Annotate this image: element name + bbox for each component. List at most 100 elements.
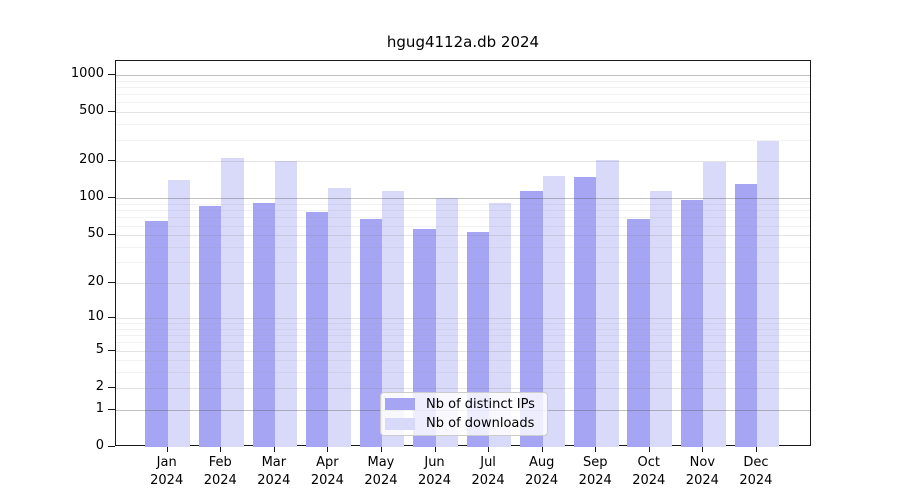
- x-tick-label-may: May 2024: [346, 454, 416, 490]
- x-tick-label-jun: Jun 2024: [400, 454, 470, 490]
- y-tick-label-20: 20: [87, 274, 104, 290]
- x-tick-label-sep: Sep 2024: [560, 454, 630, 490]
- bar-downloads-feb: [221, 157, 244, 447]
- gridline-100: [116, 198, 810, 200]
- legend-item-distinct-ips: Nb of distinct IPs: [385, 396, 541, 413]
- month-label: Jun: [424, 455, 445, 470]
- gridline-20: [116, 283, 810, 285]
- chart-title: hgug4112a.db 2024: [386, 33, 540, 51]
- year-label: 2024: [203, 473, 237, 488]
- month-label: Dec: [743, 455, 769, 470]
- y-tick-label-1: 1: [95, 400, 104, 416]
- gridline-300: [116, 139, 810, 141]
- gridline-7: [116, 335, 810, 337]
- x-tick-label-aug: Aug 2024: [507, 454, 577, 490]
- month-label: Jul: [480, 455, 496, 470]
- gridlines-layer: [116, 61, 810, 445]
- bar-ips-dec: [734, 184, 757, 447]
- gridline-40: [116, 247, 810, 248]
- y-tick-mark-2: [108, 386, 115, 388]
- y-tick-mark-20: [108, 282, 115, 284]
- legend-label-downloads: Nb of downloads: [426, 416, 535, 432]
- x-tick-mark-jan: [166, 446, 168, 452]
- year-label: 2024: [471, 473, 505, 488]
- x-tick-mark-oct: [648, 446, 650, 452]
- month-label: Jan: [156, 455, 177, 470]
- x-tick-mark-may: [380, 446, 382, 452]
- month-label: Sep: [582, 455, 608, 470]
- x-tick-mark-jul: [488, 446, 490, 452]
- bar-ips-oct: [627, 218, 650, 447]
- month-label: May: [367, 455, 395, 470]
- legend-swatch-downloads: [385, 417, 415, 430]
- gridline-3: [116, 372, 810, 374]
- bar-ips-mar: [252, 203, 275, 447]
- gridline-90: [116, 204, 810, 206]
- plot-area: Nb of distinct IPs Nb of downloads: [115, 60, 811, 447]
- gridline-60: [116, 225, 810, 227]
- y-tick-label-0: 0: [95, 438, 104, 453]
- bar-downloads-sep: [596, 160, 619, 447]
- year-label: 2024: [578, 473, 612, 488]
- y-tick-mark-1000: [108, 73, 115, 75]
- y-tick-mark-50: [108, 234, 115, 236]
- gridline-200: [116, 161, 810, 163]
- month-label: Mar: [261, 455, 287, 470]
- x-tick-mark-nov: [702, 446, 704, 452]
- y-tick-mark-100: [108, 197, 115, 199]
- legend-item-downloads: Nb of downloads: [385, 416, 541, 433]
- y-tick-mark-5: [108, 349, 115, 351]
- gridline-600: [116, 102, 810, 104]
- gridline-80: [116, 210, 810, 212]
- bar-ips-sep: [573, 177, 597, 447]
- y-tick-mark-200: [108, 160, 115, 162]
- x-tick-mark-mar: [273, 446, 275, 452]
- x-tick-label-apr: Apr 2024: [292, 454, 362, 490]
- gridline-700: [116, 94, 810, 96]
- x-tick-label-oct: Oct 2024: [614, 454, 684, 490]
- bar-ips-aug: [520, 191, 543, 447]
- bar-downloads-jan: [167, 180, 190, 447]
- y-tick-mark-10: [108, 316, 115, 318]
- year-label: 2024: [257, 473, 291, 488]
- gridline-9: [116, 323, 810, 324]
- gridline-1000: [116, 74, 810, 76]
- month-label: Aug: [528, 455, 555, 470]
- bar-downloads-may: [381, 191, 405, 447]
- x-tick-mark-dec: [755, 446, 757, 452]
- x-tick-mark-feb: [220, 446, 222, 452]
- x-tick-label-jan: Jan 2024: [132, 454, 202, 490]
- y-tick-label-2: 2: [95, 378, 104, 394]
- month-label: Feb: [208, 455, 232, 470]
- gridline-8: [116, 328, 810, 330]
- x-tick-label-jul: Jul 2024: [453, 454, 523, 490]
- bar-downloads-oct: [649, 191, 673, 447]
- y-tick-label-1000: 1000: [70, 65, 104, 81]
- year-label: 2024: [417, 473, 452, 488]
- legend: Nb of distinct IPs Nb of downloads: [380, 392, 548, 436]
- x-tick-mark-apr: [327, 446, 329, 452]
- year-label: 2024: [525, 473, 559, 488]
- bar-ips-feb: [198, 206, 222, 447]
- gridline-500: [116, 112, 810, 114]
- bar-ips-may: [359, 218, 382, 447]
- y-tick-label-50: 50: [87, 226, 104, 242]
- bar-downloads-dec: [756, 141, 780, 447]
- x-tick-label-feb: Feb 2024: [185, 454, 255, 490]
- year-label: 2024: [310, 473, 344, 488]
- legend-swatch-distinct-ips: [385, 398, 415, 411]
- gridline-400: [116, 124, 810, 126]
- y-tick-mark-0: [108, 446, 115, 447]
- y-tick-label-5: 5: [95, 341, 104, 357]
- gridline-50: [116, 235, 810, 237]
- gridline-2: [116, 387, 810, 389]
- year-label: 2024: [364, 473, 398, 488]
- bar-downloads-nov: [703, 161, 726, 447]
- x-tick-mark-aug: [541, 446, 543, 452]
- gridline-800: [116, 86, 810, 88]
- x-tick-label-nov: Nov 2024: [667, 454, 737, 490]
- bar-ips-jan: [145, 221, 168, 447]
- bar-downloads-mar: [274, 161, 298, 447]
- y-tick-label-500: 500: [79, 103, 104, 119]
- bar-downloads-apr: [328, 187, 351, 447]
